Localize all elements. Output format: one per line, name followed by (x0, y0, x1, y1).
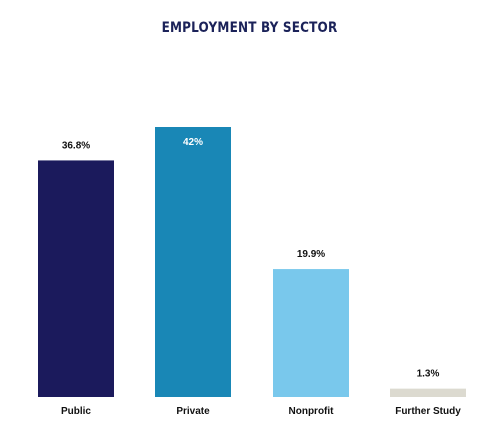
bar-nonprofit (273, 269, 349, 397)
tick-label-public: Public (61, 406, 91, 417)
tick-label-further-study: Further Study (395, 406, 461, 417)
value-label-nonprofit: 19.9% (297, 249, 325, 260)
bar-private (155, 127, 231, 397)
bar-further-study (390, 388, 466, 397)
tick-label-nonprofit: Nonprofit (289, 406, 335, 417)
value-label-private: 42% (183, 137, 203, 148)
bars-layer (38, 127, 466, 397)
bar-public (38, 160, 114, 397)
value-labels-layer: 36.8% 42% 19.9% 1.3% (62, 137, 440, 380)
value-label-public: 36.8% (62, 140, 90, 151)
x-axis-tick-labels: Public Private Nonprofit Further Study (61, 406, 461, 417)
tick-label-private: Private (176, 406, 210, 417)
value-label-further-study: 1.3% (417, 369, 440, 380)
chart-title: EMPLOYMENT BY SECTOR (161, 20, 338, 36)
